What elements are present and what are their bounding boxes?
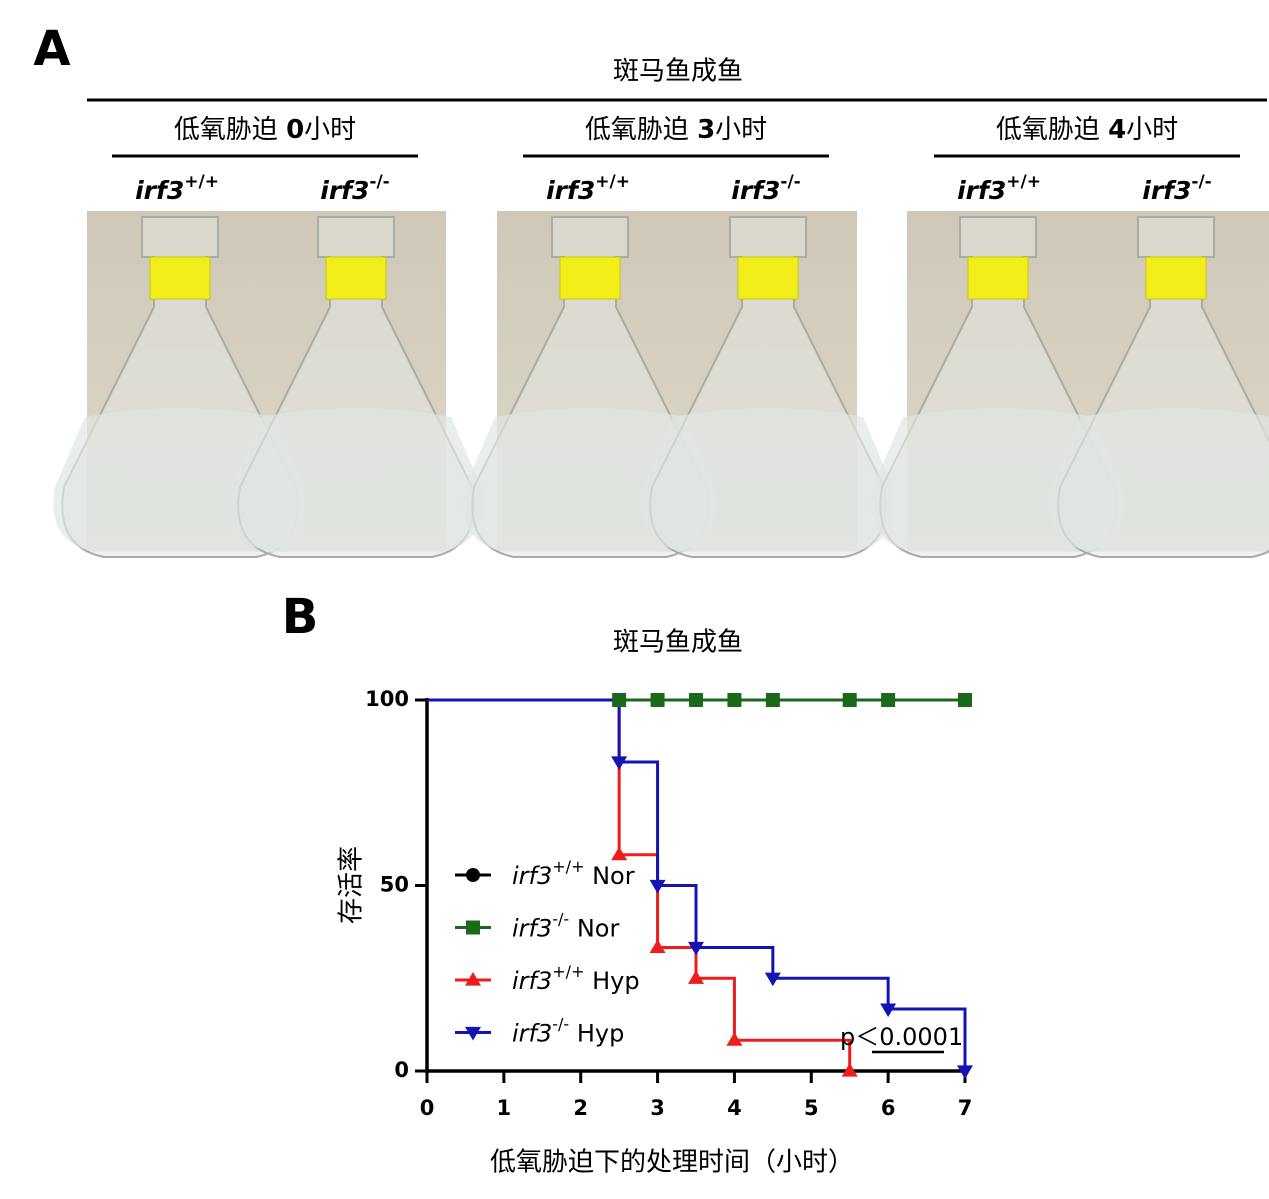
- chart-title: 斑马鱼成鱼: [613, 628, 743, 658]
- condition-label: 低氧胁迫 0小时: [174, 115, 356, 145]
- survival-line: [427, 698, 852, 1071]
- genotype-label: irf3-/-: [731, 172, 801, 205]
- panel-label: A: [33, 21, 70, 77]
- x-tick-label: 5: [804, 1096, 819, 1120]
- x-tick-label: 7: [958, 1096, 973, 1120]
- panel-a: A 斑马鱼成鱼: [33, 21, 1269, 558]
- marker: [881, 693, 896, 707]
- legend-label: irf3+/+ Hyp: [512, 962, 640, 995]
- genotype-label: irf3-/-: [1142, 172, 1212, 205]
- y-axis-label: 存活率: [337, 846, 367, 924]
- x-tick-label: 6: [881, 1096, 896, 1120]
- legend-marker: [466, 868, 480, 882]
- legend-marker: [465, 972, 481, 986]
- genotype-label: irf3+/+: [546, 172, 630, 205]
- x-tick-label: 1: [497, 1096, 512, 1120]
- marker: [727, 693, 742, 707]
- survival-line: [427, 698, 967, 1071]
- marker: [611, 846, 628, 861]
- genotype-label: irf3-/-: [320, 172, 390, 205]
- panel-title: 斑马鱼成鱼: [613, 57, 743, 87]
- marker: [649, 939, 666, 954]
- annotation: p＜0.0001: [840, 1023, 963, 1051]
- x-tick-label: 2: [573, 1096, 588, 1120]
- legend-marker: [466, 920, 480, 935]
- marker: [764, 972, 781, 987]
- genotype-label: irf3+/+: [135, 172, 219, 205]
- y-tick-label: 50: [380, 873, 409, 897]
- marker: [726, 1032, 743, 1046]
- marker: [880, 1003, 897, 1018]
- marker: [688, 941, 704, 956]
- marker: [650, 693, 665, 707]
- x-tick-label: 0: [420, 1096, 435, 1120]
- marker: [688, 970, 704, 984]
- condition-label: 低氧胁迫 3小时: [585, 115, 767, 145]
- marker: [841, 1063, 858, 1077]
- photo: [462, 211, 896, 558]
- marker: [958, 693, 972, 707]
- marker: [957, 1065, 973, 1079]
- legend-marker: [465, 1026, 481, 1041]
- y-tick-label: 100: [365, 687, 409, 711]
- photo: [870, 211, 1269, 558]
- marker: [611, 756, 628, 770]
- marker: [842, 693, 857, 707]
- legend-label: irf3-/- Nor: [512, 910, 619, 943]
- condition-label: 低氧胁迫 4小时: [996, 115, 1178, 145]
- marker: [612, 693, 627, 707]
- legend-label: irf3-/- Hyp: [512, 1015, 624, 1048]
- panel-label: B: [282, 589, 319, 645]
- marker: [649, 879, 666, 894]
- x-tick-label: 4: [727, 1096, 742, 1120]
- y-tick-label: 0: [394, 1058, 409, 1082]
- photo: [52, 211, 484, 558]
- x-tick-label: 3: [650, 1096, 665, 1120]
- marker: [689, 693, 703, 707]
- legend-label: irf3+/+ Nor: [512, 857, 635, 890]
- marker: [765, 693, 780, 707]
- genotype-label: irf3+/+: [957, 172, 1041, 205]
- x-axis-label: 低氧胁迫下的处理时间（小时）: [490, 1148, 854, 1178]
